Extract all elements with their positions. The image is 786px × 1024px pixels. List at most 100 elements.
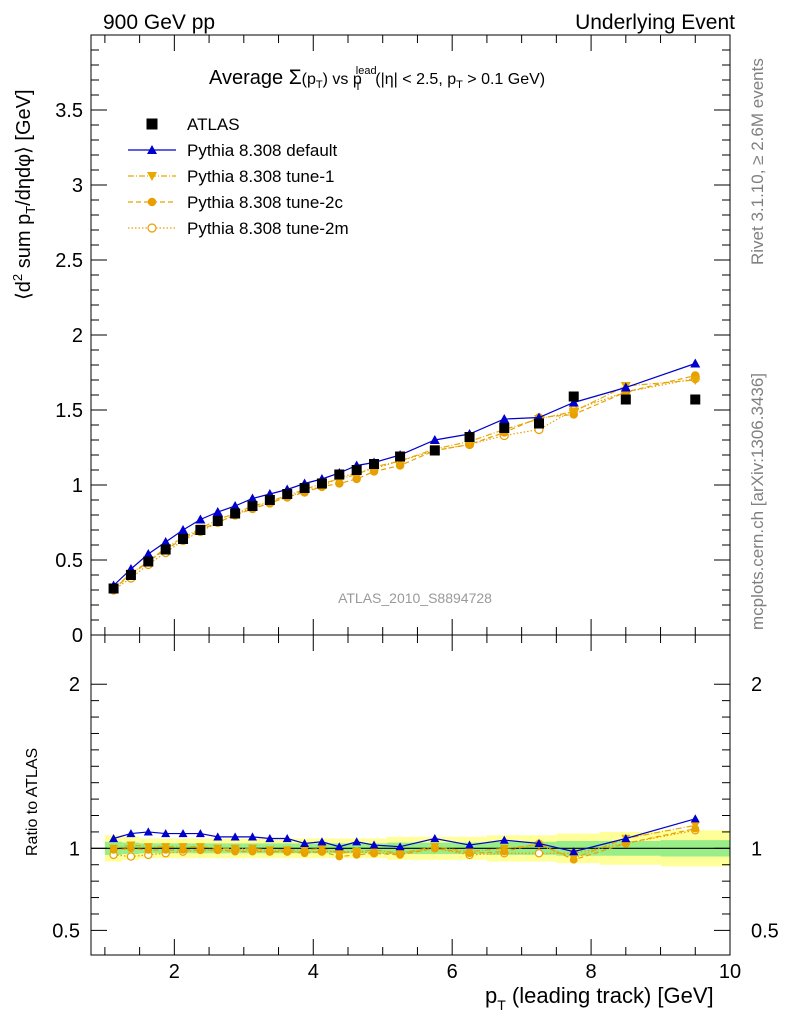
data-point-triangle-up bbox=[230, 501, 241, 510]
data-point-square bbox=[212, 516, 223, 526]
data-point-triangle-down bbox=[690, 376, 701, 385]
x-tick-label: 2 bbox=[169, 961, 180, 983]
data-point-triangle-down bbox=[569, 854, 579, 863]
main-y-axis-title: ⟨d2 sum pT/dηdφ⟩ [GeV] bbox=[10, 89, 38, 300]
series-atlas bbox=[108, 391, 701, 594]
data-point-triangle-up bbox=[430, 833, 440, 843]
main-y-tick-label: 3.5 bbox=[55, 100, 83, 122]
data-point-square bbox=[351, 465, 362, 475]
data-point-circle bbox=[147, 197, 157, 207]
data-point-triangle-up bbox=[395, 842, 405, 851]
data-point-triangle-up bbox=[334, 842, 344, 851]
data-point-square bbox=[316, 478, 327, 489]
data-point-triangle-down bbox=[465, 848, 475, 857]
data-point-open-circle bbox=[126, 852, 136, 861]
data-point-square bbox=[160, 544, 171, 555]
data-point-triangle-up bbox=[247, 493, 258, 503]
data-point-triangle-down bbox=[690, 821, 700, 830]
data-point-square bbox=[230, 508, 241, 519]
legend-entry: ATLAS bbox=[146, 115, 240, 134]
ratio-y-tick-label-right: 2 bbox=[751, 674, 762, 696]
series-line bbox=[113, 362, 696, 586]
data-point-triangle-up bbox=[213, 832, 223, 841]
mcplots-label: mcplots.cern.ch [arXiv:1306.3436] bbox=[748, 373, 767, 630]
data-point-square bbox=[143, 556, 154, 567]
data-point-triangle-down bbox=[195, 843, 205, 852]
data-point-triangle-down bbox=[265, 846, 275, 855]
ratio-y-tick-label: 2 bbox=[69, 674, 80, 696]
main-y-tick-label: 2 bbox=[72, 325, 83, 347]
data-point-triangle-down bbox=[568, 407, 579, 417]
series-line bbox=[113, 377, 696, 591]
legend-entry: Pythia 8.308 tune-1 bbox=[128, 167, 334, 186]
data-point-triangle-up bbox=[300, 838, 310, 848]
ratio-y-axis-title: Ratio to ATLAS bbox=[24, 748, 41, 856]
main-x-ticks bbox=[104, 35, 731, 635]
main-y-tick-label: 1.5 bbox=[55, 400, 83, 422]
legend-label: Pythia 8.308 tune-1 bbox=[187, 167, 334, 186]
data-point-triangle-up bbox=[143, 827, 153, 836]
legend: ATLAS Pythia 8.308 default Pythia 8.308 tu… bbox=[128, 115, 349, 238]
data-point-square bbox=[299, 483, 310, 493]
data-point-triangle-up bbox=[126, 829, 136, 838]
data-point-triangle-down bbox=[147, 172, 157, 181]
data-point-triangle-up bbox=[352, 837, 362, 846]
analysis-watermark: ATLAS_2010_S8894728 bbox=[338, 590, 492, 606]
data-point-open-circle bbox=[534, 849, 544, 858]
data-point-square bbox=[264, 495, 275, 505]
x-axis-title: pT (leading track) [GeV] bbox=[485, 983, 714, 1013]
ratio-y-axis: 0.5 0.5 1 1 2 2 bbox=[52, 674, 779, 942]
data-point-triangle-down bbox=[282, 846, 292, 855]
data-point-square bbox=[146, 118, 158, 130]
data-point-square bbox=[108, 583, 119, 594]
data-point-triangle-up bbox=[282, 833, 292, 843]
ratio-plot-frame bbox=[90, 634, 731, 956]
legend-label: Pythia 8.308 default bbox=[187, 141, 338, 160]
data-point-triangle-up bbox=[465, 840, 475, 849]
data-point-triangle-up bbox=[195, 514, 206, 524]
data-point-square bbox=[620, 394, 631, 405]
header-left-label: 900 GeV pp bbox=[103, 11, 215, 34]
data-point-square bbox=[429, 445, 440, 456]
data-point-triangle-up bbox=[160, 537, 171, 546]
ratio-series-line bbox=[113, 818, 696, 853]
data-point-triangle-down bbox=[213, 844, 223, 853]
data-point-triangle-up bbox=[429, 435, 440, 444]
ratio-series-pythia-8-308-tune-1 bbox=[109, 821, 700, 863]
legend-label: Pythia 8.308 tune-2m bbox=[187, 219, 349, 238]
data-point-triangle-down bbox=[178, 843, 188, 852]
data-point-triangle-up bbox=[369, 840, 379, 849]
data-point-square bbox=[334, 469, 345, 480]
x-tick-label: 10 bbox=[719, 961, 741, 983]
header-right-label: Underlying Event bbox=[575, 11, 735, 34]
series-line bbox=[113, 374, 696, 589]
data-point-triangle-down bbox=[247, 844, 257, 853]
data-point-triangle-down bbox=[395, 849, 405, 858]
rivet-version-label: Rivet 3.1.10, ≥ 2.6M events bbox=[748, 58, 767, 265]
data-point-triangle-up bbox=[143, 549, 154, 558]
data-point-square bbox=[533, 418, 544, 429]
main-y-tick-label: 0 bbox=[72, 625, 83, 647]
data-point-square bbox=[464, 432, 475, 442]
data-point-triangle-up bbox=[568, 397, 579, 407]
data-point-triangle-down bbox=[430, 843, 440, 852]
data-point-triangle-down bbox=[161, 843, 171, 852]
data-point-triangle-up bbox=[690, 814, 700, 823]
data-point-triangle-down bbox=[143, 843, 153, 852]
legend-label: ATLAS bbox=[187, 115, 240, 134]
data-point-triangle-up bbox=[534, 838, 544, 848]
main-plot-panel: 0 0.5 1 1.5 2 2.5 3 3.5 Average Σ(pT) vs plead T… bbox=[10, 34, 731, 647]
legend-entry: Pythia 8.308 tune-2c bbox=[128, 193, 343, 212]
data-point-triangle-up bbox=[212, 507, 223, 516]
legend-entry: Pythia 8.308 default bbox=[128, 141, 338, 160]
legend-label: Pythia 8.308 tune-2c bbox=[187, 193, 343, 212]
data-point-triangle-up bbox=[109, 833, 119, 843]
ratio-y-tick-label-right: 0.5 bbox=[751, 920, 779, 942]
data-point-triangle-up bbox=[690, 358, 701, 368]
x-tick-label: 8 bbox=[586, 961, 597, 983]
data-point-square bbox=[125, 570, 136, 580]
data-point-triangle-up bbox=[230, 832, 240, 841]
data-point-triangle-up bbox=[569, 847, 579, 856]
data-point-triangle-down bbox=[499, 844, 509, 853]
data-point-triangle-down bbox=[334, 849, 344, 858]
